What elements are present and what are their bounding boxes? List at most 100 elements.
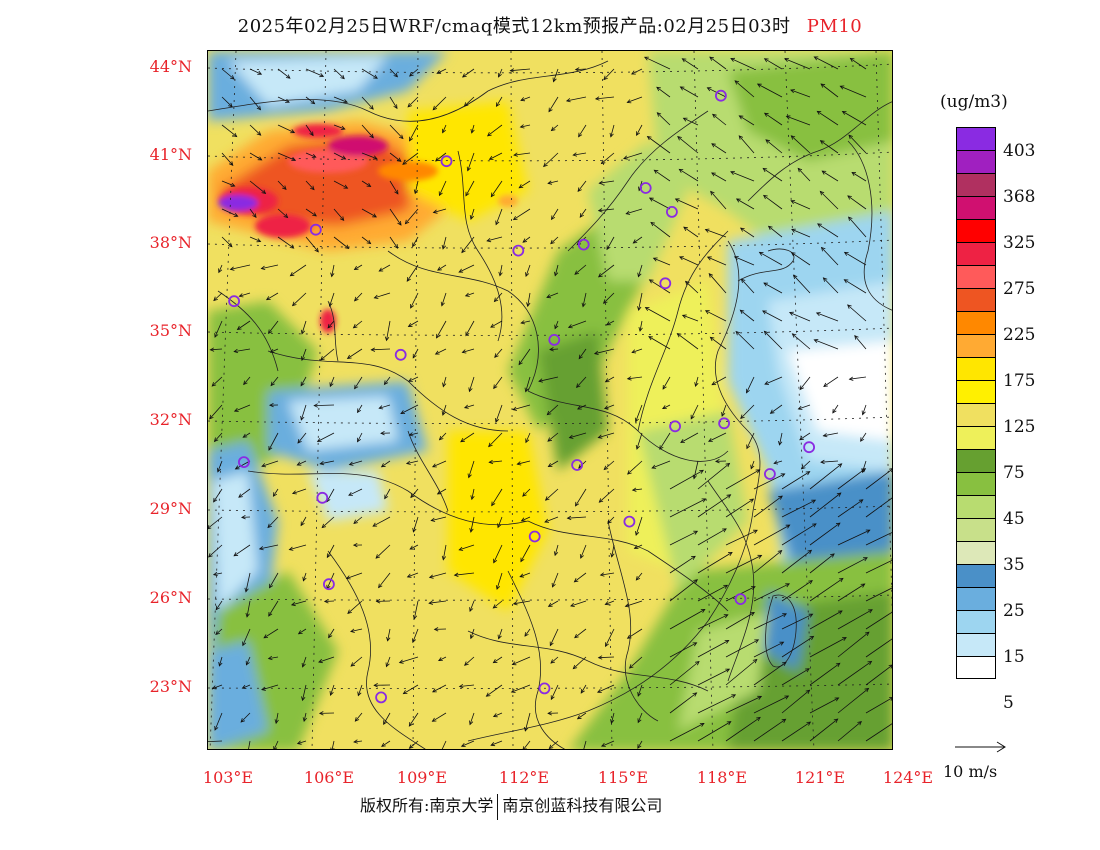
city-marker [309,223,322,236]
wind-vector [546,292,559,298]
color-bar-label: 325 [1003,233,1036,253]
wind-vector-head [512,406,517,411]
wind-vector [268,320,279,334]
wind-vector-head [764,380,770,385]
wind-vector [606,236,615,250]
wind-vector [705,310,727,322]
wind-vector-head [522,238,528,243]
wind-vector [259,544,279,550]
wind-vector-head [800,464,806,470]
wind-vector-head [353,519,358,524]
wind-vector-head [428,600,434,605]
wind-vector [763,282,783,294]
wind-vector [389,68,398,78]
wind-vector [461,740,475,747]
wind-vector-head [832,408,837,414]
wind-vector-head [754,639,760,644]
wind-vector-head [297,439,302,444]
wind-vector-head [413,189,419,195]
wind-vector [320,348,335,361]
wind-vector-head [370,347,376,352]
wind-vector [217,460,223,472]
wind-vector-head [288,546,294,551]
wind-vector-head [643,56,649,61]
wind-vector-head [889,468,892,473]
wind-vector-head [627,470,632,475]
wind-vector-head [835,662,841,667]
wind-vector-head [799,385,804,391]
wind-vector [837,557,868,574]
wind-vector [436,320,447,339]
wind-vector [403,684,419,695]
wind-vector-head [568,434,574,439]
wind-vector-head [554,324,559,330]
pollutant-label: PM10 [806,16,863,37]
wind-vector [773,460,783,464]
wind-vector [746,432,755,449]
wind-vector-head [269,348,275,353]
wind-vector-head [274,719,279,725]
wind-vector [465,180,475,196]
wind-vector [517,460,531,465]
copyright-footer: 版权所有:南京大学 南京创蓝科技有限公司 [360,792,662,820]
wind-vector [413,600,419,619]
wind-vector-head [290,129,296,134]
wind-vector-head [631,487,637,492]
wind-vector [790,200,811,210]
wind-vector [801,460,811,470]
wind-vector-head [752,658,758,664]
wind-vector-head [626,634,632,639]
wind-vector-head [593,350,599,355]
wind-vector-head [597,208,603,213]
wind-vector [292,488,307,494]
wind-vector [490,320,503,328]
wind-vector [329,292,335,307]
wind-vector-head [740,414,745,420]
wind-vector [326,488,335,502]
wind-vector [301,348,307,361]
wind-vector-head [409,72,414,77]
wind-vector-head [520,97,526,102]
wind-vector-head [762,194,768,200]
wind-vector-head [409,136,414,142]
city-marker [512,244,525,257]
wind-vector-head [232,132,238,138]
color-swatch [956,311,996,334]
wind-vector [631,348,643,353]
wind-vector-head [811,499,817,504]
wind-vector [431,516,447,521]
wind-vector [375,544,391,559]
color-bar-label: 175 [1003,371,1036,391]
wind-vector-head [242,641,247,647]
wind-vector [820,83,839,98]
wind-vector-head [739,309,745,314]
wind-vector-head [566,515,572,521]
wind-vector [809,662,841,686]
wind-vector [213,292,223,301]
wind-vector [297,460,307,466]
wind-vector-head [727,551,733,557]
wind-vector-head [699,469,704,474]
lat-label-32: 32°N [149,410,192,429]
wind-vector-head [573,578,579,583]
wind-vector [305,208,317,217]
wind-vector [554,320,559,329]
wind-vector [361,180,371,187]
wind-vector [627,460,643,475]
wind-vector-head [710,190,715,196]
wind-vector-head [799,436,804,441]
wind-vector-head [849,57,855,63]
wind-vector-head [815,312,821,317]
wind-vector-head [460,438,465,443]
wind-vector-head [509,68,515,73]
wind-vector-head [715,459,720,464]
wind-vector [406,264,419,282]
wind-vector [349,460,363,465]
wind-vector-head [238,493,243,498]
wind-vector [711,143,727,154]
wind-vector-head [524,726,529,732]
wind-vector [441,740,447,749]
wind-vector [693,460,699,479]
wind-vector [566,96,587,102]
wind-vector [611,544,615,557]
